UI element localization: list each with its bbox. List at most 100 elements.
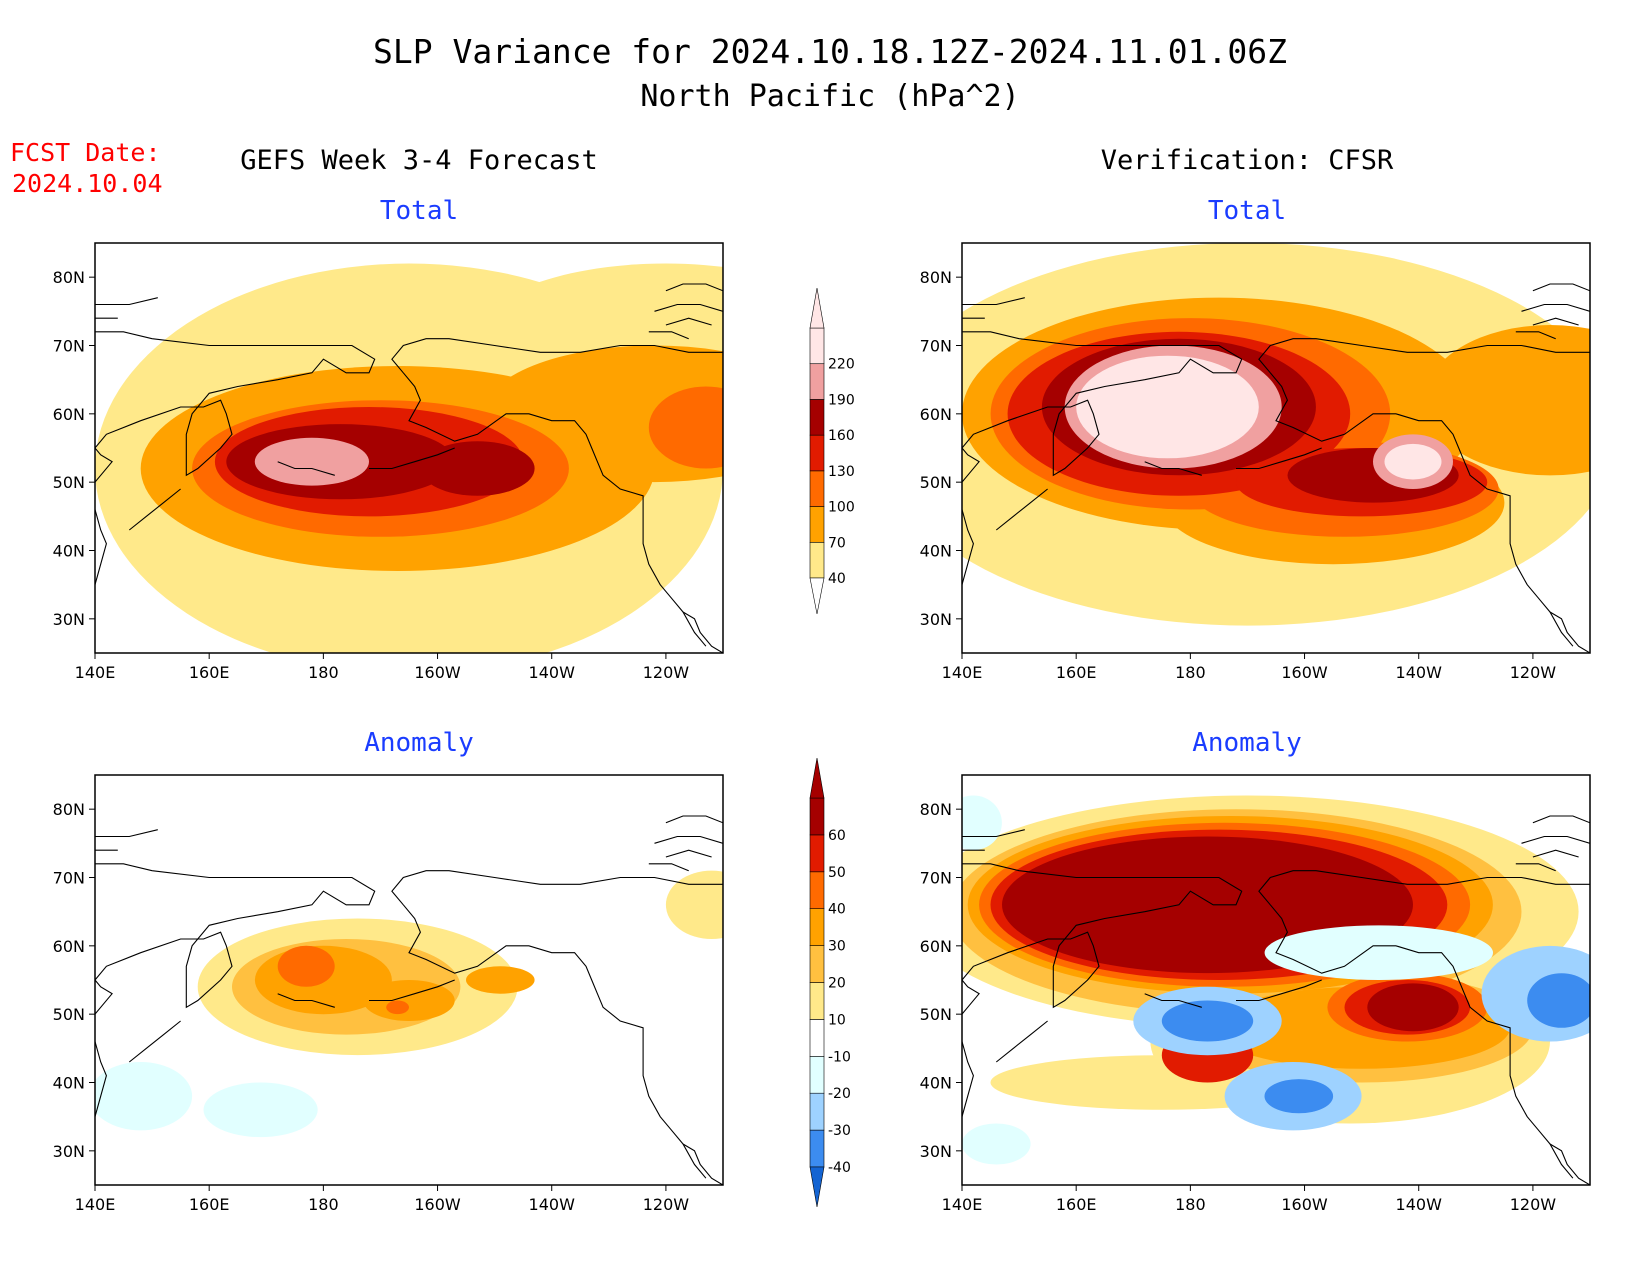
coastlines	[962, 283, 1590, 653]
y-tick-label: 40N	[53, 542, 85, 561]
x-tick-label: 160W	[414, 663, 461, 682]
colorbar-swatch	[809, 945, 825, 983]
coastline-segment-2	[1549, 611, 1590, 653]
x-tick-label: 120W	[643, 1195, 690, 1214]
contour-region-8	[277, 945, 335, 987]
coastline-segment-9	[665, 849, 712, 858]
coastline-segment-11	[95, 829, 158, 838]
x-tick-label: 140W	[1396, 663, 1443, 682]
panel-subtitle-verification-total: Total	[1208, 196, 1286, 226]
coastline-segment-2	[1549, 1143, 1590, 1185]
coastline-segment-10	[1515, 331, 1556, 340]
colorbar-swatch	[809, 506, 825, 543]
y-tick-label: 40N	[920, 1074, 952, 1093]
map-panel-verification-anomaly: 140E 160E 180 160W 140W 120W 30N 40N 50N 60N 70N 80…	[920, 774, 1591, 1214]
colorbar-label: 190	[828, 392, 855, 408]
shaded-field	[962, 243, 1590, 626]
contour-region-20	[1264, 925, 1494, 980]
colorbar-label: 30	[828, 939, 846, 955]
map-frame	[961, 242, 1591, 654]
colorbar-total: 40 70 100 130 160 190 220	[809, 287, 855, 615]
contour-region-7	[466, 966, 535, 994]
contour-region-8	[420, 441, 535, 496]
coastline-segment-8	[654, 303, 723, 312]
map-frame	[94, 774, 724, 1186]
coastline-segment-3	[1258, 870, 1590, 906]
colorbar-swatch	[809, 1056, 825, 1094]
coastline-segment-1	[402, 372, 707, 647]
colorbar-label: -10	[828, 1049, 851, 1065]
colorbar-top-tip	[809, 757, 825, 799]
y-tick-label: 30N	[53, 610, 85, 629]
coastline-segment-0	[95, 331, 376, 585]
panel-subtitle-verification-anomaly: Anomaly	[1192, 728, 1302, 758]
colorbar-label: 220	[828, 357, 855, 373]
x-tick-label: 180	[1175, 1195, 1206, 1214]
x-tick-label: 140E	[942, 663, 983, 682]
y-tick-label: 80N	[920, 268, 952, 287]
colorbar-swatch	[809, 871, 825, 909]
x-tick-label: 120W	[1510, 1195, 1557, 1214]
y-tick-label: 30N	[920, 1142, 952, 1161]
colorbar-top-tip	[809, 287, 825, 329]
colorbar-swatch	[809, 797, 825, 836]
coastline-segment-6	[1144, 993, 1202, 1008]
coastline-segment-4	[995, 488, 1048, 531]
contour-region-21	[962, 795, 1002, 851]
colorbar-swatch	[809, 908, 825, 946]
y-tick-label: 40N	[53, 1074, 85, 1093]
colorbar-swatch	[809, 434, 825, 472]
map-frame	[94, 242, 724, 654]
colorbar-label: -20	[828, 1086, 851, 1102]
contour-region-0	[95, 1062, 193, 1131]
coastline-segment-1	[1269, 904, 1574, 1179]
map-panel-verification-total: 140E 160E 180 160W 140W 120W 30N 40N 50N 60N 70N 80…	[920, 242, 1591, 682]
column-title-right: Verification: CFSR	[1101, 145, 1394, 176]
x-tick-label: 120W	[643, 663, 690, 682]
x-tick-label: 160W	[1281, 1195, 1328, 1214]
colorbar-label: 60	[828, 828, 846, 844]
coastlines	[962, 815, 1590, 1185]
coastline-segment-3	[391, 338, 723, 374]
map-panel-forecast-total: 140E 160E 180 160W 140W 120W 30N 40N 50N 60N 70N 80…	[53, 242, 724, 682]
x-tick-label: 160E	[189, 663, 230, 682]
coastline-segment-7	[1532, 283, 1590, 292]
x-tick-label: 140W	[1396, 1195, 1443, 1214]
coastline-segment-8	[654, 835, 723, 844]
coastline-segment-6	[1144, 461, 1202, 476]
y-tick-label: 70N	[53, 337, 85, 356]
coastline-segment-4	[128, 1020, 181, 1063]
colorbar-swatch	[809, 1092, 825, 1131]
coastlines	[95, 815, 723, 1185]
contour-region-19	[1527, 973, 1590, 1028]
colorbar-label: 10	[828, 1012, 846, 1028]
map-panel-forecast-anomaly: 140E 160E 180 160W 140W 120W 30N 40N 50N 60N 70N 80…	[53, 774, 724, 1214]
contour-region-3	[1424, 325, 1590, 476]
coastline-segment-5	[369, 447, 455, 470]
coastline-segment-11	[962, 297, 1025, 306]
contour-region-15	[1161, 1000, 1254, 1042]
coastline-segment-11	[95, 297, 158, 306]
contour-region-3	[665, 870, 723, 939]
x-tick-label: 160E	[1056, 663, 1097, 682]
map-frame	[961, 774, 1591, 1186]
colorbar-anomaly: -40 -30 -20 -10 10 20 30 40 50 60	[809, 757, 851, 1208]
coastline-segment-8	[1521, 835, 1590, 844]
colorbar-swatch	[809, 541, 825, 579]
y-tick-label: 70N	[920, 337, 952, 356]
y-tick-label: 80N	[920, 800, 952, 819]
coastline-segment-8	[1521, 303, 1590, 312]
colorbar-label: 40	[828, 571, 846, 587]
colorbar-label: -40	[828, 1160, 851, 1176]
contour-region-12	[1076, 355, 1259, 459]
panel-subtitle-forecast-anomaly: Anomaly	[364, 728, 474, 758]
x-tick-label: 140E	[75, 663, 116, 682]
coastline-segment-4	[995, 1020, 1048, 1063]
y-tick-label: 60N	[53, 937, 85, 956]
column-title-left: GEFS Week 3-4 Forecast	[240, 145, 598, 176]
coastline-segment-0	[95, 863, 376, 1117]
y-tick-label: 30N	[920, 610, 952, 629]
colorbar-label: -30	[828, 1123, 851, 1139]
figure-title-line2: North Pacific (hPa^2)	[640, 79, 1019, 114]
